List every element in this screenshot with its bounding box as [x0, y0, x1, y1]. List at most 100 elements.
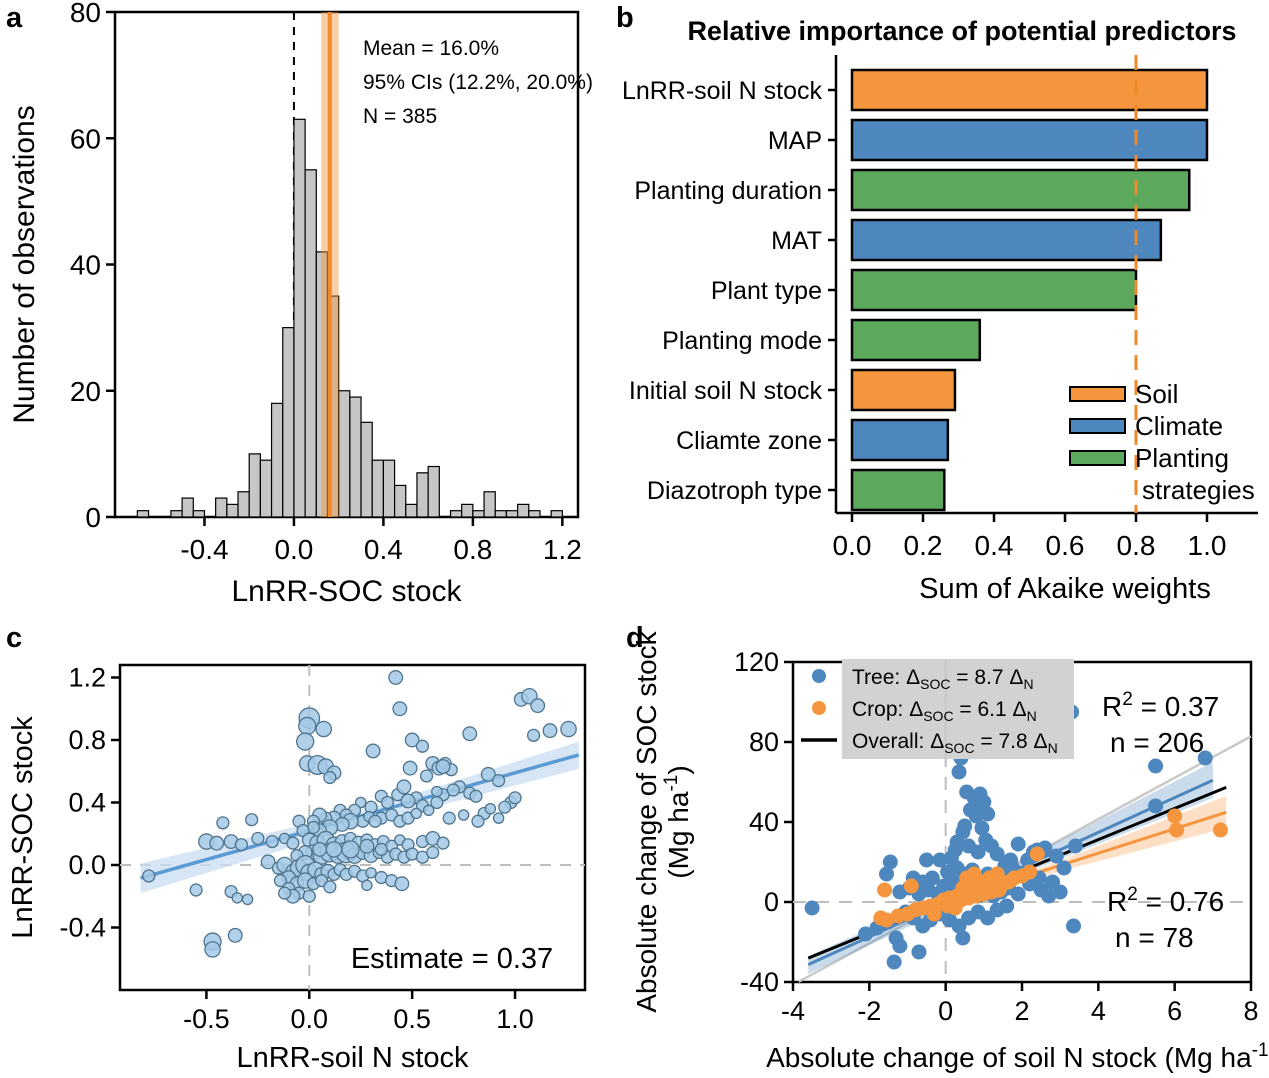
panel-b-bar-chart: Relative importance of potential predict…	[622, 16, 1258, 605]
x-tick-label: 1.0	[1188, 530, 1227, 561]
y-tick-label: -0.4	[59, 913, 106, 943]
legend-label: Soil	[1135, 379, 1178, 409]
scatter-points	[142, 670, 577, 958]
stats-annotation: N = 385	[363, 105, 437, 128]
r2-annotation-tree_stats: R2 = 0.37	[1102, 689, 1219, 722]
x-tick-label: 2	[1014, 996, 1029, 1026]
x-tick-label: 0.0	[291, 1004, 329, 1034]
panel-c: c -0.5 0.0 0.5 1.0 -0.4 0.0 0.4 0.8 1.2 LnRR-soil…	[0, 620, 620, 1078]
x-tick-label: 0.8	[1117, 530, 1156, 561]
panel-d: d Tree: ΔSOC = 8.7 ΔN Crop: ΔSOC = 6.1 ΔN…	[620, 620, 1269, 1078]
panel-c-scatter-chart: -0.5 0.0 0.5 1.0 -0.4 0.0 0.4 0.8 1.2 LnRR-soil N…	[7, 663, 587, 1074]
legend-background	[842, 659, 1074, 759]
bar-Plant type	[850, 268, 1138, 312]
category-label: Planting duration	[634, 177, 822, 205]
x-tick-label: 0.8	[453, 534, 492, 565]
y-tick-label: 60	[70, 123, 101, 154]
category-label: Cliamte zone	[676, 427, 822, 455]
r2-annotation-crop_stats: R2 = 0.76	[1107, 884, 1224, 917]
y-tick-label: 40	[70, 250, 101, 281]
y-tick-label: 80	[749, 727, 779, 757]
panel-b: b Relative importance of potential predi…	[610, 0, 1269, 610]
stats-annotation: 95% CIs (12.2%, 20.0%)	[363, 71, 593, 94]
n-annotation-crop_stats: n = 78	[1115, 922, 1194, 953]
x-tick-label: 0.4	[364, 534, 403, 565]
panel-d-scatter-chart: Tree: ΔSOC = 8.7 ΔN Crop: ΔSOC = 6.1 ΔN Ov…	[631, 630, 1269, 1073]
legend-label: Climate	[1135, 411, 1223, 441]
x-tick-label: 0.4	[975, 530, 1014, 561]
x-tick-label: 1.0	[496, 1004, 534, 1034]
y-tick-label: 80	[70, 0, 101, 28]
panel-a-label: a	[6, 2, 23, 34]
x-axis-label: LnRR-SOC stock	[231, 575, 462, 608]
y-axis-label-line2: (Mg ha-1)	[661, 765, 694, 878]
bar-MAT	[850, 218, 1163, 262]
bar-MAP	[850, 118, 1209, 162]
legend-swatch-climate	[1069, 418, 1126, 434]
bar-LnRR-soil N stock	[850, 68, 1209, 112]
y-tick-label: 0.0	[68, 850, 106, 880]
importance-bars	[850, 68, 1209, 512]
legend-swatch-soil	[1069, 386, 1126, 402]
y-tick-label: 120	[734, 647, 779, 677]
x-axis-label: Absolute change of soil N stock (Mg ha-1…	[766, 1040, 1269, 1073]
x-tick-label: -2	[857, 996, 881, 1026]
estimate-annotation: Estimate = 0.37	[351, 943, 553, 975]
panel-d-label: d	[626, 622, 644, 654]
panel-c-label: c	[6, 622, 23, 654]
y-tick-label: 0	[85, 502, 101, 533]
legend: Tree: ΔSOC = 8.7 ΔN Crop: ΔSOC = 6.1 ΔN Ov…	[801, 659, 1074, 759]
x-axis-label: LnRR-soil N stock	[236, 1042, 469, 1074]
bar-Initial soil N stock	[850, 368, 957, 412]
x-tick-label: 0.6	[1046, 530, 1085, 561]
legend-text-Overall: Overall: ΔSOC = 7.8 ΔN	[852, 730, 1058, 756]
x-tick-label: 0.0	[833, 530, 872, 561]
panel-b-label: b	[616, 2, 634, 34]
x-tick-label: 0.0	[274, 534, 313, 565]
y-axis-label-line1: Absolute change of SOC stock	[631, 630, 662, 1012]
y-tick-label: 1.2	[68, 663, 106, 693]
points-Crop	[873, 808, 1228, 928]
x-tick-label: 4	[1091, 996, 1106, 1026]
y-tick-label: 0.8	[68, 725, 106, 755]
legend-text-Tree: Tree: ΔSOC = 8.7 ΔN	[852, 666, 1034, 692]
stats-annotation: Mean = 16.0%	[363, 37, 499, 60]
x-tick-label: 0.2	[904, 530, 943, 561]
y-tick-label: 0	[764, 887, 779, 917]
bar-Planting mode	[850, 318, 982, 362]
bar-Diazotroph type	[850, 468, 946, 512]
x-tick-label: -4	[781, 996, 805, 1026]
category-label: Planting mode	[662, 327, 822, 355]
chart-title: Relative importance of potential predict…	[687, 16, 1236, 46]
histogram-bars	[136, 118, 563, 518]
category-label: MAP	[768, 127, 822, 155]
legend-label: Planting	[1135, 443, 1229, 473]
x-tick-label: 1.2	[543, 534, 582, 565]
y-tick-label: -40	[740, 967, 779, 997]
category-label: MAT	[771, 227, 822, 255]
x-tick-label: -0.4	[180, 534, 228, 565]
plot-frame	[118, 663, 587, 992]
x-tick-label: -0.5	[183, 1004, 230, 1034]
category-label: Plant type	[711, 277, 822, 305]
category-label: Diazotroph type	[647, 477, 822, 505]
legend-swatch-planting	[1069, 450, 1126, 466]
y-tick-label: 40	[749, 807, 779, 837]
x-tick-label: 8	[1243, 996, 1258, 1026]
x-axis-label: Sum of Akaike weights	[919, 573, 1211, 605]
x-tick-label: 0.5	[393, 1004, 431, 1034]
panel-a: a -0.4 0.0 0.4 0.8 1.2 0 20 40 60 80 LnRR-SOC stoc…	[0, 0, 610, 610]
y-tick-label: 0.4	[68, 788, 106, 818]
x-tick-label: 6	[1167, 996, 1182, 1026]
y-axis-label: LnRR-SOC stock	[7, 716, 39, 939]
y-tick-label: 20	[70, 376, 101, 407]
legend-marker-Crop	[812, 701, 826, 715]
panel-a-histogram-chart: -0.4 0.0 0.4 0.8 1.2 0 20 40 60 80 LnRR-SOC stock N…	[8, 0, 593, 608]
category-label: LnRR-soil N stock	[622, 77, 823, 105]
n-annotation-tree_stats: n = 206	[1110, 727, 1204, 758]
category-label: Initial soil N stock	[629, 377, 823, 405]
bar-Cliamte zone	[850, 418, 950, 462]
y-axis-label: Number of observations	[8, 105, 41, 424]
